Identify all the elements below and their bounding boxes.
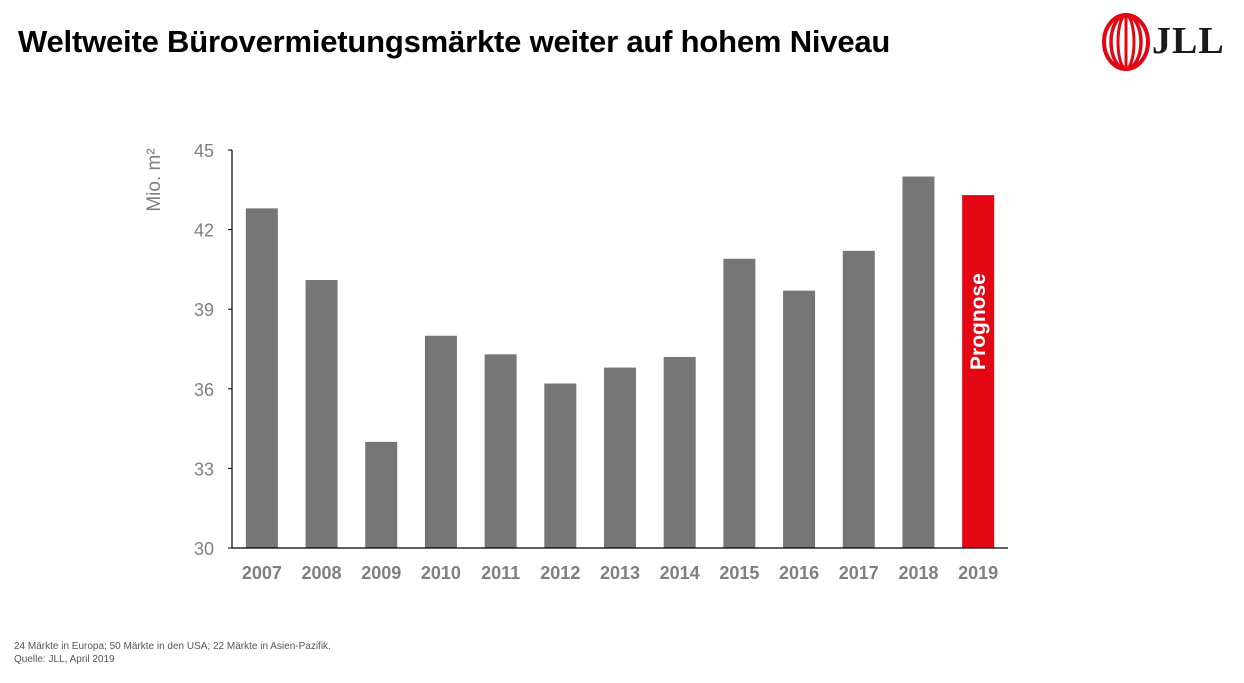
x-tick-label: 2014 bbox=[660, 563, 700, 583]
y-tick-label: 39 bbox=[194, 300, 214, 320]
bar-2015 bbox=[723, 258, 756, 548]
x-tick-label: 2007 bbox=[242, 563, 282, 583]
bar-2017 bbox=[842, 250, 875, 548]
bar-2010 bbox=[424, 335, 457, 548]
bar-forecast-2019 bbox=[962, 195, 995, 548]
y-tick-label: 33 bbox=[194, 459, 214, 479]
x-tick-label: 2011 bbox=[481, 563, 520, 583]
x-tick-label: 2008 bbox=[302, 563, 342, 583]
logo-text: JLL bbox=[1152, 20, 1225, 62]
jll-globe-icon bbox=[1102, 13, 1150, 71]
bar-2008 bbox=[305, 280, 338, 548]
y-tick-label: 30 bbox=[194, 539, 214, 559]
x-tick-label: 2016 bbox=[779, 563, 819, 583]
bar-2011 bbox=[484, 354, 517, 548]
bar-2009 bbox=[365, 441, 398, 548]
bar-2013 bbox=[604, 367, 636, 548]
bar-2012 bbox=[544, 383, 577, 548]
x-tick-label: 2010 bbox=[421, 563, 461, 583]
x-tick-label: 2019 bbox=[958, 563, 998, 583]
bar-2016 bbox=[783, 290, 816, 548]
y-tick-label: 45 bbox=[194, 141, 214, 161]
bar-2018 bbox=[902, 176, 935, 549]
x-tick-label: 2013 bbox=[600, 563, 640, 583]
x-tick-label: 2018 bbox=[898, 563, 938, 583]
footnote-source: Quelle: JLL, April 2019 bbox=[14, 654, 115, 665]
x-tick-label: 2009 bbox=[361, 563, 401, 583]
bar-2007 bbox=[245, 208, 278, 548]
y-tick-label: 36 bbox=[194, 380, 214, 400]
y-axis-label: Mio. m² bbox=[144, 148, 165, 211]
x-tick-label: 2015 bbox=[719, 563, 759, 583]
footnote-markets: 24 Märkte in Europa; 50 Märkte in den US… bbox=[14, 641, 331, 652]
forecast-label: Prognose bbox=[967, 273, 990, 370]
y-tick-label: 42 bbox=[194, 221, 214, 241]
x-tick-label: 2017 bbox=[839, 563, 879, 583]
x-tick-label: 2012 bbox=[540, 563, 580, 583]
jll-logo: JLL bbox=[1102, 13, 1232, 71]
bar-2014 bbox=[663, 356, 696, 548]
page-title: Weltweite Bürovermietungsmärkte weiter a… bbox=[18, 24, 891, 59]
